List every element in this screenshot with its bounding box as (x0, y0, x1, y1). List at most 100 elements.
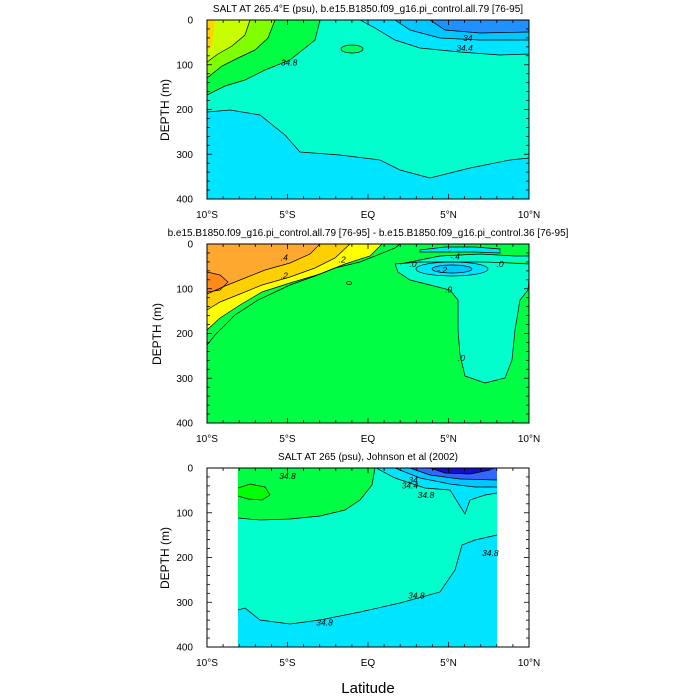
x-tick-label: 5°N (440, 210, 457, 221)
panel3-contour-line (394, 468, 497, 488)
y-tick-label: 200 (176, 329, 193, 340)
x-tick-label: 5°S (279, 210, 296, 221)
panel1-ylabel: DEPTH (m) (158, 79, 172, 141)
contour-label: 34.8 (281, 58, 298, 68)
contour-label: .0 (458, 353, 465, 363)
contour-label: 34.8 (408, 591, 425, 601)
contour-label: 34.4 (402, 480, 419, 490)
panel3-contour-line (238, 483, 271, 501)
panel3-tick-marks (206, 467, 530, 648)
panel1-tick-marks (206, 19, 530, 200)
panel2-contour-line (207, 244, 351, 311)
panel1-x-tick-labels: 10°S 5°S EQ 5°N 10°N (196, 210, 540, 221)
contour-label: 34.8 (279, 471, 296, 481)
panel1-fill-saltier2 (207, 20, 250, 62)
contour-label: 34 (463, 33, 473, 43)
panel2-fill-pos-high (207, 244, 320, 294)
contour-label: -.2 (437, 265, 447, 275)
panel3-fill-salty (238, 468, 375, 520)
panel2-contours (207, 244, 529, 423)
panel1-fill-saltiest (207, 20, 215, 52)
panel2-x-tick-labels: 10°S 5°S EQ 5°N 10°N (196, 434, 540, 445)
panel3-contour-line (409, 468, 497, 481)
panel2-fill-neg-top (420, 247, 500, 253)
x-tick-label: EQ (361, 658, 376, 669)
panel3-contour-line (238, 468, 376, 521)
panel1-contour-line (207, 20, 251, 63)
panel1-fill-deep-fresh (207, 110, 529, 199)
y-tick-label: 400 (176, 419, 193, 430)
x-tick-label: 5°N (440, 434, 457, 445)
y-tick-label: 300 (176, 150, 193, 161)
x-tick-label: 10°N (518, 658, 540, 669)
panel2-fill-neg (395, 262, 529, 383)
contour-label: 34.8 (482, 548, 499, 558)
panel2-contour-line (419, 246, 501, 254)
panel1-contour-line (207, 20, 321, 96)
panel3-contour-line (238, 534, 497, 625)
panel1-contour-line (207, 20, 276, 79)
panel1-title: SALT AT 265.4°E (psu), b.e15.B1850.f09_g… (213, 4, 523, 15)
x-tick-label: EQ (361, 210, 376, 221)
y-tick-label: 0 (187, 240, 193, 251)
panel2-fill-neg2 (400, 254, 529, 264)
contour-label: .0 (410, 259, 417, 269)
contour-label: .2 (339, 255, 346, 265)
x-tick-label: EQ (361, 434, 376, 445)
x-axis-label: Latitude (341, 680, 394, 697)
panel2-contour-line (346, 281, 352, 285)
panel1-contour-line (340, 44, 364, 54)
panel1-contour-line (394, 20, 529, 41)
contour-label: .4 (281, 252, 288, 262)
contour-label: .0 (496, 259, 503, 269)
panel2-contour-line (207, 244, 383, 331)
x-tick-label: 10°S (196, 658, 218, 669)
panel3-fill-deep-blue (430, 468, 497, 474)
x-tick-label: 10°S (196, 210, 218, 221)
contour-label: 34 (408, 475, 418, 485)
panel3-ylabel: DEPTH (m) (158, 527, 172, 589)
panel2-contour-line (399, 253, 529, 265)
panel3-fill-deep (238, 535, 497, 647)
panel2-contour-line (207, 271, 229, 293)
x-tick-label: 5°N (440, 658, 457, 669)
panel2-contour-labels: .4 .2 .2 .0 -.4-.2 .0 .0 .0 (281, 252, 504, 364)
panel2-contour-line (431, 264, 473, 274)
panel1-contour-line (207, 109, 529, 179)
y-tick-label: 200 (176, 553, 193, 564)
contour-label: 34.4 (456, 43, 473, 53)
contour-label: 34.8 (316, 617, 333, 627)
panel1-contours (207, 20, 529, 199)
panel2-contour-line (415, 261, 489, 277)
panel1-contour-line (359, 20, 529, 56)
y-tick-label: 400 (176, 195, 193, 206)
y-tick-label: 400 (176, 643, 193, 654)
y-tick-label: 100 (176, 284, 193, 295)
panel1-fill-freshest (430, 20, 529, 33)
y-tick-label: 300 (176, 374, 193, 385)
panel1-y-tick-labels: 0 100 200 300 400 (176, 16, 193, 206)
contour-label: -.4 (450, 252, 460, 262)
panel2-contour-line (394, 261, 529, 384)
panel3-contour-line (429, 468, 491, 475)
y-tick-label: 100 (176, 60, 193, 71)
panel3-contours (238, 468, 497, 647)
panel2-ylabel: DEPTH (m) (150, 303, 164, 365)
panel3-x-tick-labels: 10°S 5°S EQ 5°N 10°N (196, 658, 540, 669)
contour-label: .2 (281, 270, 288, 280)
y-tick-label: 300 (176, 598, 193, 609)
panel3-y-tick-labels: 0 100 200 300 400 (176, 464, 193, 654)
panel1-fill-patch (341, 45, 363, 53)
x-tick-label: 10°N (518, 434, 540, 445)
contour-label: .0 (445, 285, 452, 295)
panel2-fill-neg-core2 (432, 265, 472, 273)
panel2-tick-marks (206, 243, 530, 424)
y-tick-label: 0 (187, 464, 193, 475)
x-tick-label: 5°S (279, 434, 296, 445)
panel2-y-tick-labels: 0 100 200 300 400 (176, 240, 193, 430)
y-tick-label: 100 (176, 508, 193, 519)
x-tick-label: 5°S (279, 658, 296, 669)
panel3-title: SALT AT 265 (psu), Johnson et al (2002) (278, 452, 458, 463)
